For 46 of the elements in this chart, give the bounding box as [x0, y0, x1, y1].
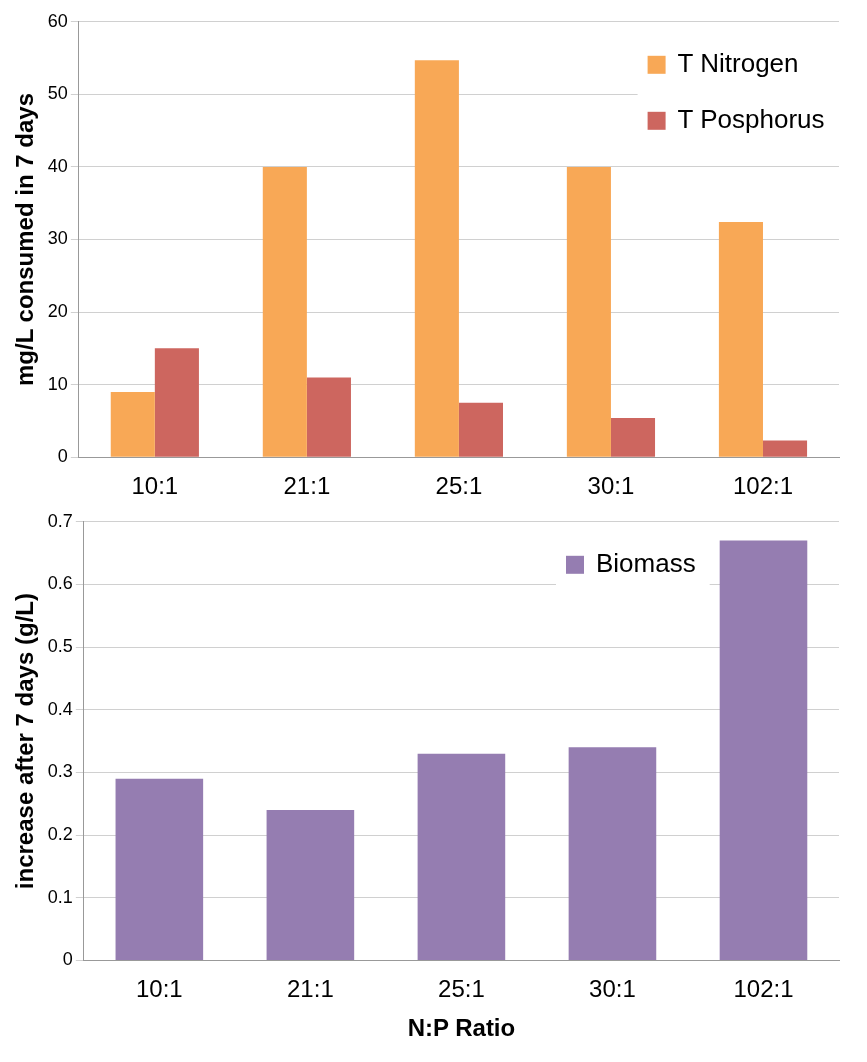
- x-tick-label: 30:1: [589, 975, 636, 1003]
- y-tick-label: 10: [47, 373, 68, 394]
- y-tick-label: 30: [47, 228, 68, 249]
- y-tick-label: 0.2: [47, 824, 73, 845]
- bar: [566, 166, 611, 457]
- y-tick-label: 40: [47, 155, 68, 176]
- x-axis-title: N:P Ratio: [407, 1014, 516, 1042]
- y-axis-title: increase after 7 days (g/L): [11, 593, 39, 890]
- x-tick-label: 102:1: [733, 975, 794, 1003]
- y-tick-label: 0: [57, 446, 68, 467]
- y-tick-label: 60: [47, 10, 68, 31]
- bar: [306, 377, 351, 457]
- bar: [154, 348, 199, 457]
- bar: [610, 418, 656, 457]
- bar: [266, 810, 355, 960]
- legend-label: T Posphorus: [677, 103, 825, 134]
- x-tick-label: 21:1: [283, 472, 331, 500]
- bar: [262, 166, 307, 457]
- legend-label: T Nitrogen: [677, 47, 799, 78]
- bar: [417, 753, 506, 960]
- x-tick-label: 10:1: [131, 472, 179, 500]
- y-tick-label: 0.7: [47, 510, 73, 531]
- bar: [110, 391, 155, 457]
- y-tick-label: 0.4: [47, 698, 73, 719]
- x-tick-label: 30:1: [587, 472, 635, 500]
- legend-label: Biomass: [595, 547, 696, 578]
- x-tick-label: 21:1: [287, 975, 334, 1003]
- bar: [568, 747, 657, 960]
- y-tick-label: 0: [62, 949, 73, 970]
- y-tick-label: 0.5: [47, 636, 73, 657]
- x-tick-label: 102:1: [732, 472, 794, 500]
- x-tick-label: 25:1: [438, 975, 485, 1003]
- y-axis-title: mg/L consumed in 7 days: [11, 93, 39, 386]
- x-tick-label: 10:1: [135, 975, 183, 1003]
- bar: [718, 222, 763, 457]
- bar: [458, 402, 503, 457]
- y-tick-label: 20: [47, 301, 68, 322]
- bar: [762, 440, 808, 457]
- y-tick-label: 0.6: [47, 573, 73, 594]
- x-tick-label: 25:1: [435, 472, 483, 500]
- bar: [414, 60, 459, 457]
- y-tick-label: 50: [47, 83, 68, 104]
- y-tick-label: 0.3: [47, 761, 73, 782]
- y-tick-label: 0.1: [47, 886, 73, 907]
- bar: [719, 540, 808, 960]
- bar: [115, 778, 204, 960]
